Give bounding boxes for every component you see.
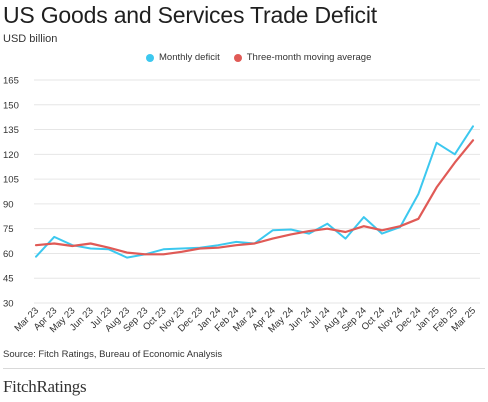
- y-tick-label-90: 90: [3, 199, 14, 210]
- legend-item-moving-average: Three-month moving average: [233, 52, 372, 63]
- chart-title: US Goods and Services Trade Deficit: [3, 2, 377, 28]
- y-tick-label-60: 60: [3, 249, 14, 260]
- legend-label-moving-average: Three-month moving average: [246, 52, 372, 63]
- chart-legend: Monthly deficit Three-month moving avera…: [146, 52, 385, 63]
- series-line-monthly-deficit: [35, 125, 474, 259]
- y-tick-label-45: 45: [3, 274, 14, 285]
- legend-item-monthly: Monthly deficit: [146, 52, 220, 63]
- y-tick-label-30: 30: [3, 299, 14, 310]
- series-line-moving-average: [34, 139, 475, 256]
- y-tick-label-105: 105: [3, 175, 19, 186]
- footer-divider: [3, 368, 485, 369]
- source-note: Source: Fitch Ratings, Bureau of Economi…: [3, 349, 223, 360]
- y-tick-label-75: 75: [3, 224, 14, 235]
- y-tick-label-165: 165: [3, 76, 19, 87]
- legend-swatch-monthly: [146, 53, 154, 62]
- legend-swatch-moving-average: [233, 53, 242, 62]
- y-tick-label-150: 150: [3, 100, 19, 111]
- chart-subtitle: USD billion: [3, 33, 58, 45]
- legend-label-monthly: Monthly deficit: [159, 52, 220, 63]
- y-tick-label-120: 120: [3, 150, 19, 161]
- y-tick-label-135: 135: [3, 125, 19, 136]
- brand-logo: FitchRatings: [3, 377, 87, 396]
